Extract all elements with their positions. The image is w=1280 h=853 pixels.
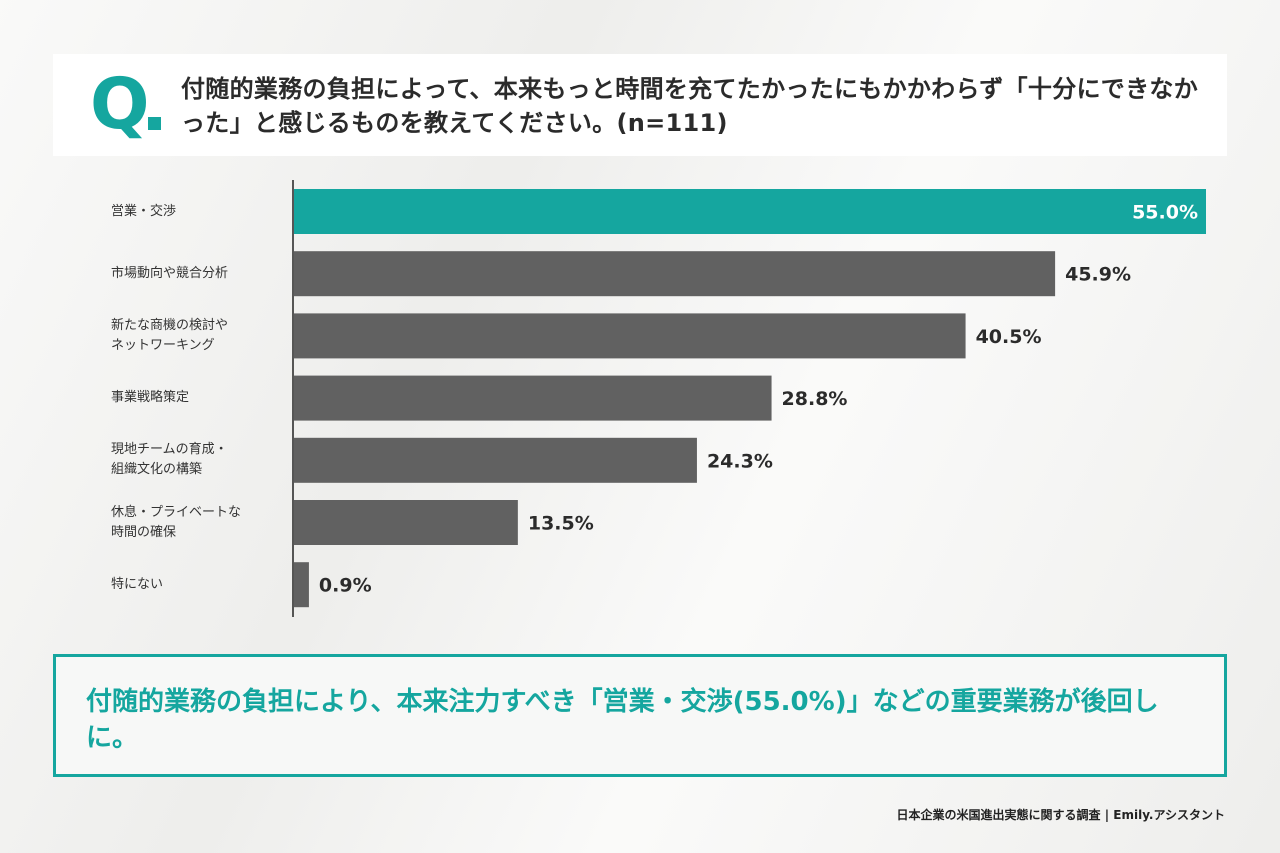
answer-text: 付随的業務の負担により、本来注力すべき「営業・交渉(55.0%)」などの重要業務…	[86, 687, 1159, 753]
category-label-line: 事業戦略策定	[111, 390, 190, 406]
bar-4	[294, 437, 697, 483]
category-label-1: 市場動向や競合分析	[111, 264, 281, 284]
category-label-0: 営業・交渉	[111, 202, 281, 222]
value-label-6: 0.9%	[319, 575, 372, 597]
category-label-line: 組織文化の構築	[111, 462, 203, 478]
category-label-line: 営業・交渉	[111, 203, 177, 219]
footer-source: 日本企業の米国進出実態に関する調査 | Emily.アシスタント	[896, 808, 1225, 822]
category-label-5: 休息・プライベートな 時間の確保	[111, 503, 281, 543]
category-label-3: 事業戦略策定	[111, 388, 281, 408]
question-text: 付随的業務の負担によって、本来もっと時間を充てたかったにもかかわらず「十分にでき…	[181, 75, 1198, 137]
value-label-0: 55.0%	[1132, 202, 1198, 224]
category-label-6: 特にない	[111, 575, 281, 595]
q-mark: Q	[90, 63, 150, 145]
category-label-4: 現地チームの育成・ 組織文化の構築	[111, 440, 281, 480]
bar-1	[294, 251, 1056, 297]
bar-0	[294, 189, 1206, 234]
category-label-line: 市場動向や競合分析	[111, 265, 229, 281]
category-label-line: 新たな商機の検討や	[111, 317, 229, 333]
question-box: Q 付随的業務の負担によって、本来もっと時間を充てたかったにもかかわらず「十分に…	[53, 54, 1227, 156]
category-label-2: 新たな商機の検討や ネットワーキング	[111, 316, 281, 356]
bar-3	[294, 375, 772, 421]
answer-box: 付随的業務の負担により、本来注力すべき「営業・交渉(55.0%)」などの重要業務…	[53, 654, 1227, 777]
value-label-5: 13.5%	[528, 513, 594, 535]
value-label-4: 24.3%	[707, 450, 773, 472]
category-label-line: 休息・プライベートな	[111, 504, 242, 520]
q-dot	[148, 117, 161, 130]
bar-5	[294, 500, 518, 545]
category-label-line: ネットワーキング	[111, 337, 215, 353]
category-label-line: 現地チームの育成・	[111, 442, 228, 458]
value-label-3: 28.8%	[782, 388, 848, 410]
value-label-1: 45.9%	[1065, 264, 1131, 286]
value-label-2: 40.5%	[976, 326, 1042, 348]
category-label-line: 特にない	[111, 576, 164, 592]
category-label-line: 時間の確保	[111, 524, 177, 540]
bar-2	[294, 313, 966, 359]
bar-6	[294, 562, 309, 608]
